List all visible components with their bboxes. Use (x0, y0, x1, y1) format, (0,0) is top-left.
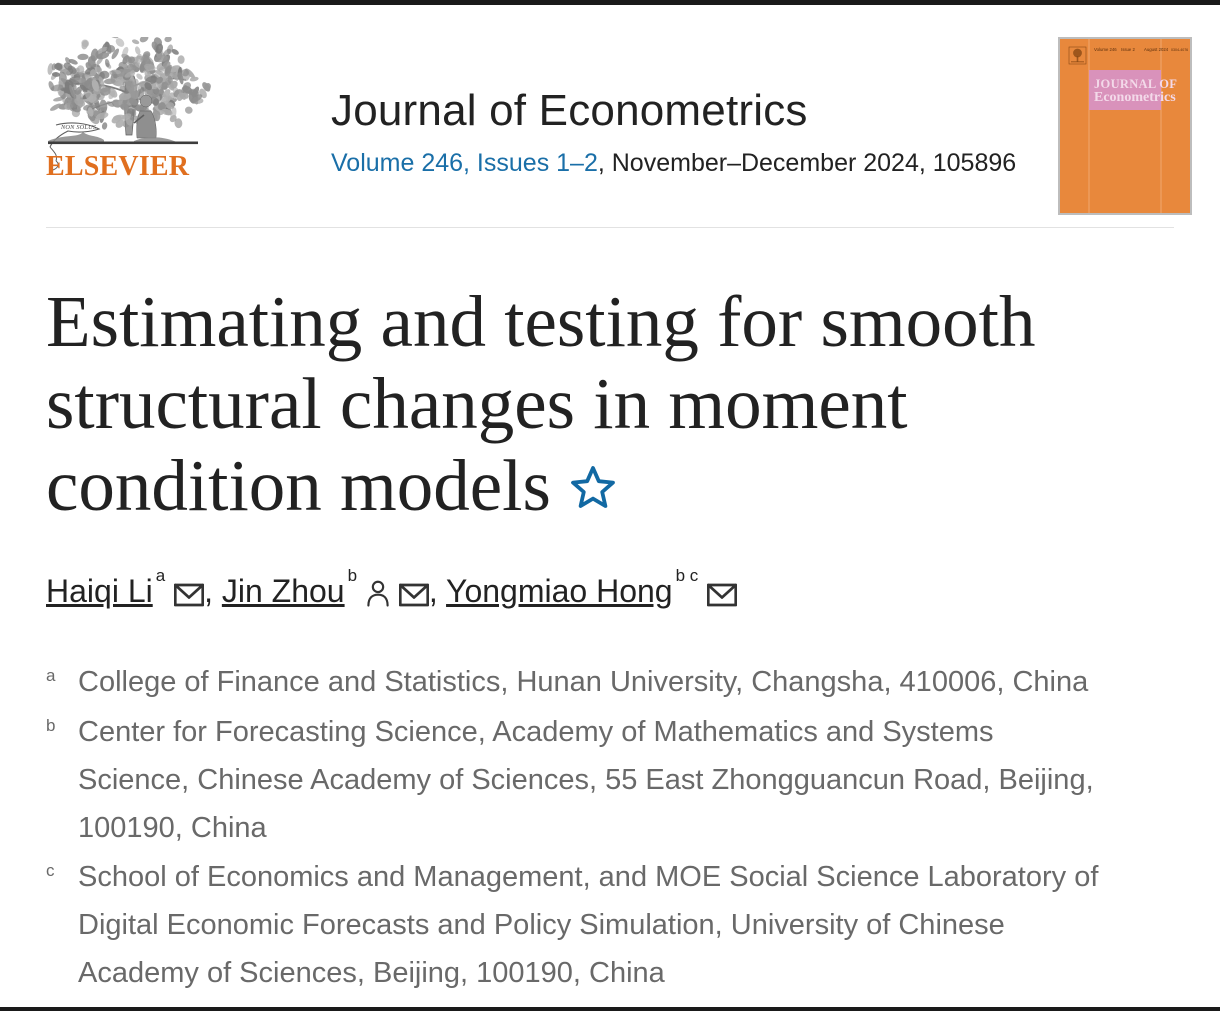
svg-text:0304-4076: 0304-4076 (1171, 48, 1188, 52)
svg-text:August 2024: August 2024 (1144, 47, 1169, 52)
svg-text:Volume 246: Volume 246 (1094, 47, 1117, 52)
svg-text:JOURNAL OF: JOURNAL OF (1094, 77, 1177, 91)
svg-text:Issue 2: Issue 2 (1121, 47, 1135, 52)
svg-text:ELSEVIER: ELSEVIER (46, 151, 190, 182)
svg-text:Econometrics: Econometrics (1094, 90, 1176, 105)
svg-text:NON SOLUS: NON SOLUS (60, 124, 97, 131)
